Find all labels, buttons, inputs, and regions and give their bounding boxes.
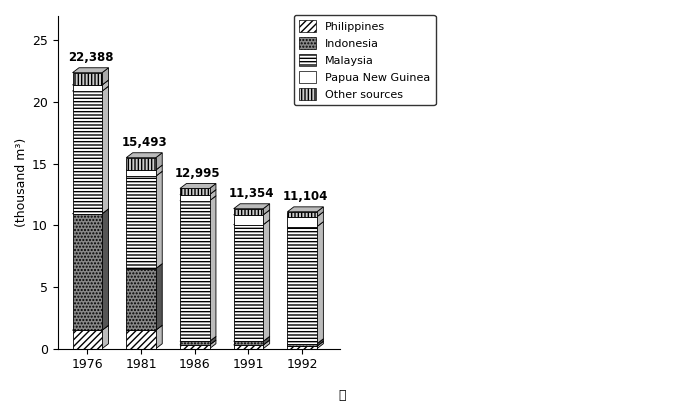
Bar xyxy=(180,195,210,201)
Polygon shape xyxy=(126,171,162,176)
Bar xyxy=(126,158,156,170)
Polygon shape xyxy=(72,325,109,330)
Polygon shape xyxy=(180,183,216,188)
Polygon shape xyxy=(317,212,323,227)
Bar xyxy=(72,73,102,85)
Polygon shape xyxy=(156,325,162,349)
Polygon shape xyxy=(287,207,323,212)
Bar xyxy=(287,344,317,346)
Bar xyxy=(180,341,210,345)
Bar xyxy=(287,346,317,349)
Polygon shape xyxy=(233,340,270,345)
Polygon shape xyxy=(317,339,323,346)
Polygon shape xyxy=(233,204,270,209)
Polygon shape xyxy=(156,171,162,269)
Text: 11,354: 11,354 xyxy=(229,187,275,200)
Bar xyxy=(72,85,102,91)
Polygon shape xyxy=(233,210,270,215)
Polygon shape xyxy=(263,220,270,341)
Polygon shape xyxy=(287,341,323,346)
Polygon shape xyxy=(210,183,216,195)
Polygon shape xyxy=(210,196,216,341)
Text: 22,388: 22,388 xyxy=(68,51,114,64)
Text: 15,493: 15,493 xyxy=(121,136,167,149)
Bar xyxy=(287,212,317,217)
Polygon shape xyxy=(72,80,109,85)
Bar xyxy=(72,330,102,349)
Polygon shape xyxy=(102,68,109,85)
Bar xyxy=(287,217,317,227)
Polygon shape xyxy=(126,264,162,269)
Bar xyxy=(233,345,263,349)
Polygon shape xyxy=(72,68,109,73)
Polygon shape xyxy=(210,190,216,201)
Polygon shape xyxy=(263,210,270,225)
Bar xyxy=(233,225,263,341)
Bar xyxy=(287,227,317,344)
Polygon shape xyxy=(102,80,109,91)
Text: 年: 年 xyxy=(339,388,346,402)
Bar xyxy=(126,330,156,349)
Polygon shape xyxy=(156,165,162,176)
Bar xyxy=(126,269,156,330)
Polygon shape xyxy=(156,153,162,170)
Polygon shape xyxy=(287,222,323,227)
Bar xyxy=(126,176,156,269)
Bar xyxy=(180,201,210,341)
Polygon shape xyxy=(263,336,270,345)
Polygon shape xyxy=(72,209,109,214)
Polygon shape xyxy=(263,340,270,349)
Polygon shape xyxy=(102,209,109,330)
Polygon shape xyxy=(287,212,323,217)
Bar xyxy=(72,214,102,330)
Polygon shape xyxy=(233,220,270,225)
Polygon shape xyxy=(72,86,109,91)
Legend: Philippines, Indonesia, Malaysia, Papua New Guinea, Other sources: Philippines, Indonesia, Malaysia, Papua … xyxy=(294,15,436,105)
Polygon shape xyxy=(263,204,270,215)
Bar xyxy=(233,209,263,215)
Text: 12,995: 12,995 xyxy=(175,167,221,180)
Polygon shape xyxy=(126,165,162,170)
Polygon shape xyxy=(156,264,162,330)
Bar xyxy=(233,215,263,225)
Bar xyxy=(180,188,210,195)
Bar xyxy=(126,170,156,176)
Polygon shape xyxy=(180,337,216,341)
Polygon shape xyxy=(180,190,216,195)
Polygon shape xyxy=(317,222,323,344)
Bar xyxy=(233,341,263,345)
Text: 11,104: 11,104 xyxy=(283,190,328,203)
Polygon shape xyxy=(180,340,216,345)
Polygon shape xyxy=(233,336,270,341)
Polygon shape xyxy=(180,196,216,201)
Bar xyxy=(180,345,210,349)
Y-axis label: (thousand m³): (thousand m³) xyxy=(15,138,28,227)
Polygon shape xyxy=(210,337,216,345)
Polygon shape xyxy=(126,153,162,158)
Bar xyxy=(72,91,102,214)
Polygon shape xyxy=(287,339,323,344)
Polygon shape xyxy=(317,207,323,217)
Polygon shape xyxy=(317,341,323,349)
Polygon shape xyxy=(102,325,109,349)
Polygon shape xyxy=(102,86,109,214)
Polygon shape xyxy=(126,325,162,330)
Polygon shape xyxy=(210,340,216,349)
